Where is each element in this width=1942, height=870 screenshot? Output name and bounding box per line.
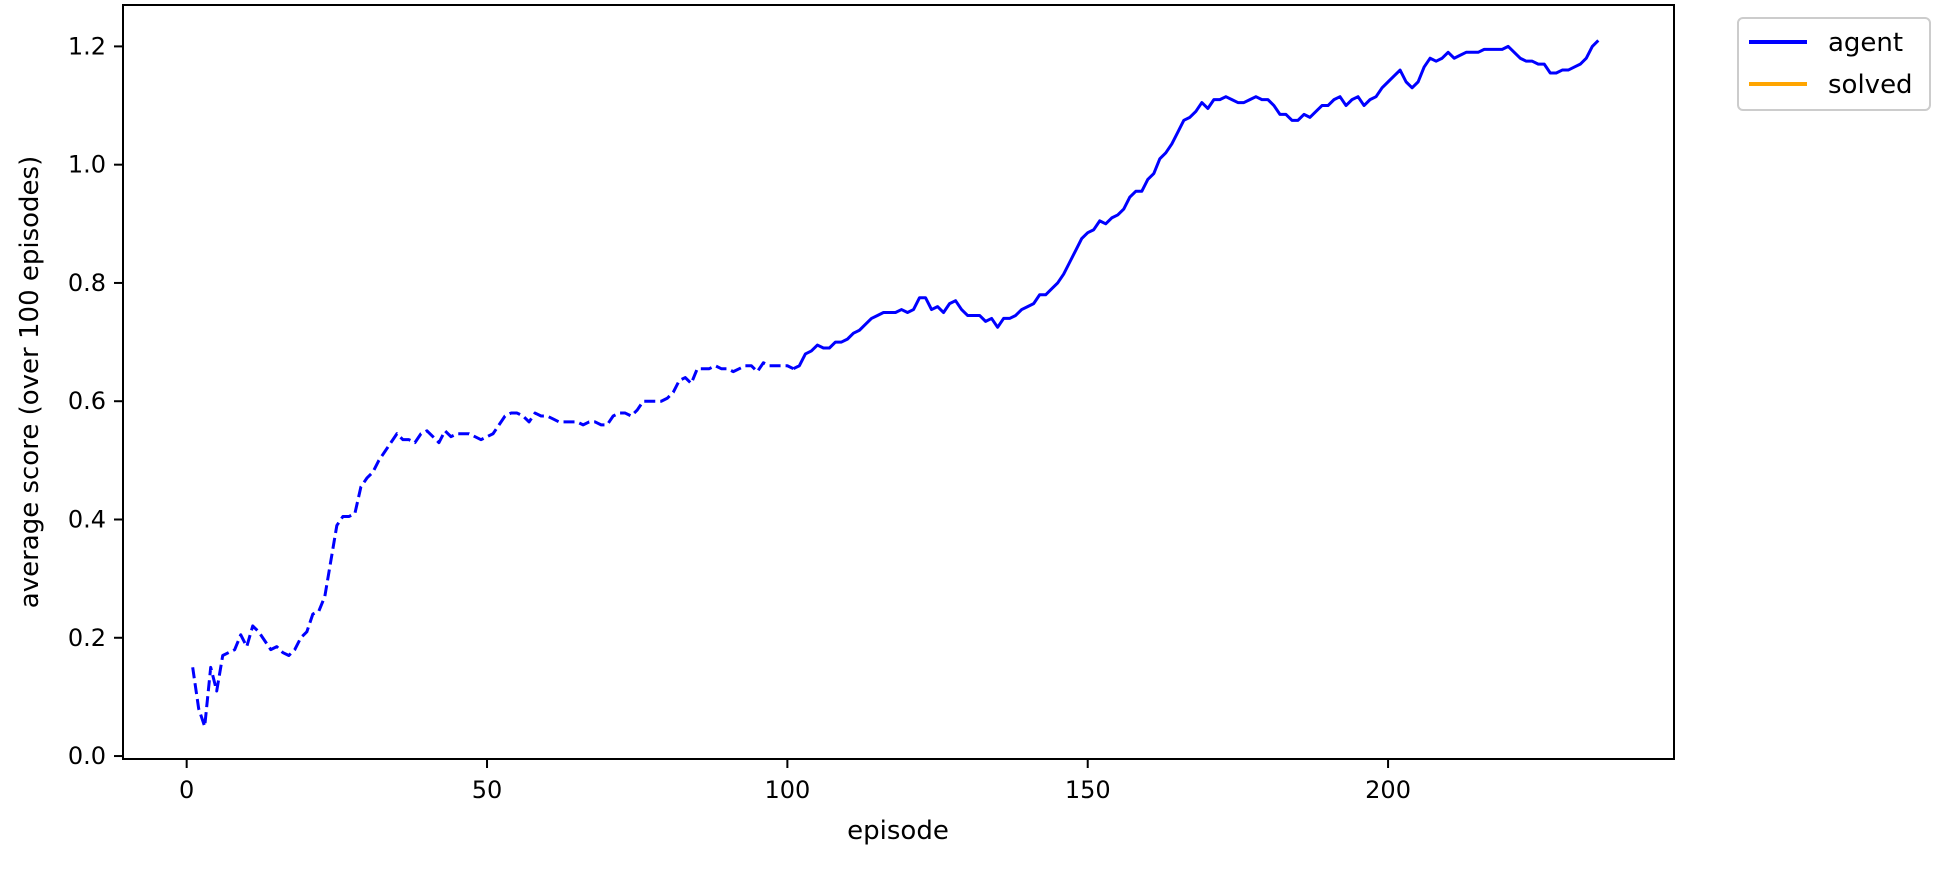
y-tick-label: 0.2 <box>68 624 106 652</box>
plot-frame <box>122 4 1675 760</box>
x-tick-label: 200 <box>1365 776 1411 804</box>
legend: agent solved <box>1737 17 1931 111</box>
x-axis: 0 50 100 150 200 <box>179 759 1411 804</box>
x-tick-label: 0 <box>179 776 194 804</box>
x-tick-label: 150 <box>1065 776 1111 804</box>
series-layer <box>191 39 1600 728</box>
series-line-solid <box>792 39 1600 371</box>
y-tick-label: 1.2 <box>68 32 106 60</box>
legend-solved-label: solved <box>1828 70 1913 100</box>
x-axis-label: episode <box>847 816 949 846</box>
y-tick-label: 0.0 <box>68 742 106 770</box>
x-tick-label: 100 <box>764 776 810 804</box>
legend-agent-label: agent <box>1828 28 1903 58</box>
y-tick-label: 0.6 <box>68 387 106 415</box>
y-axis: 0.0 0.2 0.4 0.6 0.8 1.0 1.2 <box>68 32 123 770</box>
y-tick-label: 1.0 <box>68 151 106 179</box>
y-tick-label: 0.8 <box>68 269 106 297</box>
series-line-dashed <box>191 361 795 728</box>
y-axis-label: average score (over 100 episodes) <box>15 156 45 608</box>
plot-area: 0 50 100 150 200 0.0 0.2 0.4 0.6 0.8 1.0 1.2 <box>68 4 1675 804</box>
y-tick-label: 0.4 <box>68 505 106 533</box>
x-tick-label: 50 <box>472 776 503 804</box>
